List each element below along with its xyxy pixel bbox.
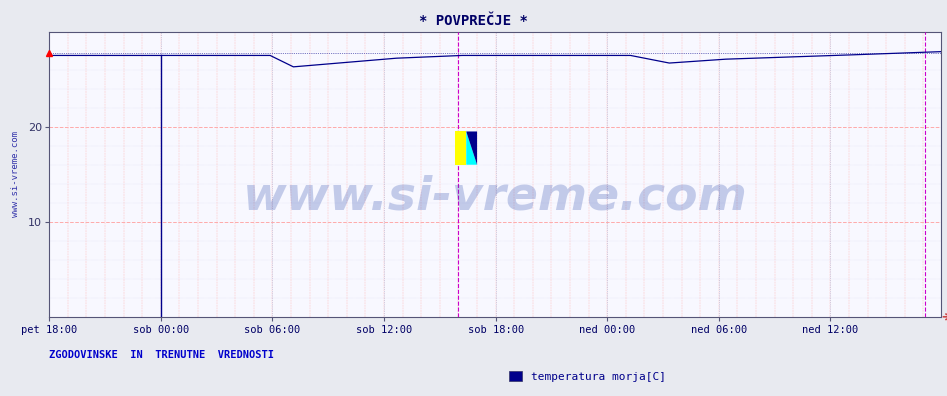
Text: www.si-vreme.com: www.si-vreme.com <box>242 175 748 219</box>
Text: * POVPREČJE *: * POVPREČJE * <box>420 14 527 28</box>
Polygon shape <box>466 131 477 165</box>
Text: www.si-vreme.com: www.si-vreme.com <box>10 131 20 217</box>
Polygon shape <box>466 131 477 165</box>
Legend: temperatura morja[C]: temperatura morja[C] <box>504 367 670 386</box>
FancyBboxPatch shape <box>456 131 466 165</box>
Text: ZGODOVINSKE  IN  TRENUTNE  VREDNOSTI: ZGODOVINSKE IN TRENUTNE VREDNOSTI <box>49 350 275 360</box>
